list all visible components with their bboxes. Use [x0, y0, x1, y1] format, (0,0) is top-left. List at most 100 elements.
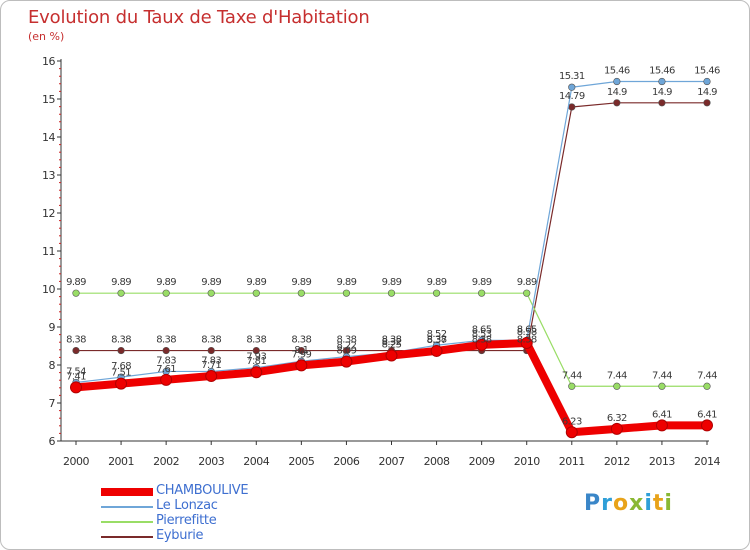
data-label: 8.38 [427, 335, 447, 346]
legend-swatch [101, 536, 153, 538]
data-label: 8.09 [336, 346, 356, 357]
logo-letter: r [601, 491, 613, 516]
x-tick-label: 2012 [604, 455, 630, 468]
data-point [658, 382, 666, 390]
data-point [162, 346, 170, 355]
data-label: 14.79 [559, 91, 585, 102]
x-tick-label: 2004 [243, 455, 269, 468]
data-label: 15.46 [604, 66, 630, 77]
data-label: 8.58 [517, 327, 537, 338]
data-label: 6.23 [562, 416, 582, 427]
data-label: 7.83 [156, 355, 176, 366]
data-label: 7.44 [562, 370, 582, 381]
data-point [568, 103, 576, 111]
x-tick-label: 2002 [153, 455, 179, 468]
legend-label: Eyburie [156, 528, 204, 543]
data-label: 7.93 [246, 352, 266, 363]
data-label: 8.25 [382, 340, 402, 351]
data-point [252, 346, 260, 355]
data-label: 7.99 [291, 349, 311, 360]
data-label: 8.32 [382, 337, 402, 348]
data-point [658, 77, 666, 86]
data-point [72, 289, 80, 297]
data-point [297, 289, 305, 297]
data-point [342, 289, 351, 297]
data-label: 8.38 [246, 335, 266, 346]
data-label: 14.9 [652, 87, 672, 98]
logo-letter: P [584, 491, 602, 516]
x-tick-label: 2000 [63, 455, 89, 468]
logo-letter: x [629, 491, 645, 516]
data-label: 9.89 [336, 277, 356, 288]
data-point [703, 77, 711, 86]
data-label: 8.38 [472, 335, 492, 346]
y-tick-label: 6 [49, 435, 56, 448]
x-tick-label: 2005 [288, 455, 314, 468]
legend-swatch [101, 488, 153, 496]
y-tick-label: 10 [42, 283, 55, 296]
data-point [72, 346, 80, 355]
y-tick-label: 14 [42, 131, 55, 144]
data-point [613, 382, 621, 390]
series-line [75, 102, 708, 352]
data-label: 9.89 [156, 277, 176, 288]
data-point [430, 344, 443, 357]
legend-label: Pierrefitte [156, 513, 217, 528]
data-point [207, 289, 215, 297]
unit-label: (en %) [28, 30, 65, 43]
data-label: 15.46 [649, 66, 675, 77]
data-point [565, 426, 578, 439]
data-point [523, 289, 531, 297]
x-tick-label: 2006 [333, 455, 359, 468]
data-label: 7.68 [111, 361, 131, 372]
y-tick-label: 13 [42, 169, 55, 182]
data-label: 8.65 [472, 324, 492, 335]
data-label: 7.81 [246, 356, 266, 367]
legend-swatch [101, 521, 153, 523]
data-point [655, 419, 668, 432]
data-label: 8.53 [472, 329, 492, 340]
data-point [205, 370, 218, 383]
data-label: 14.9 [607, 87, 627, 98]
x-tick-label: 2013 [649, 455, 675, 468]
data-label: 9.89 [472, 277, 492, 288]
data-label: 9.89 [291, 277, 311, 288]
data-label: 9.89 [111, 277, 131, 288]
data-point [117, 346, 125, 355]
y-tick-label: 9 [49, 321, 56, 334]
x-tick-label: 2007 [379, 455, 405, 468]
data-point [613, 99, 621, 107]
data-point [297, 346, 305, 355]
y-tick-label: 12 [42, 207, 55, 220]
data-label: 9.89 [201, 277, 221, 288]
y-tick-label: 16 [42, 55, 55, 68]
data-label: 8.38 [111, 335, 131, 346]
data-label: 15.31 [559, 71, 585, 82]
x-tick-label: 2011 [559, 455, 585, 468]
data-label: 9.89 [246, 277, 266, 288]
data-point [701, 419, 713, 432]
data-label: 8.65 [517, 324, 537, 335]
data-label: 7.61 [156, 364, 176, 375]
axes: 6 7 8 9 10 11 12 13 14 15 16 2000 2001 2002 2003 2004 20… [42, 55, 721, 468]
data-point [658, 99, 666, 107]
data-label: 8.38 [517, 335, 537, 346]
data-point [610, 422, 623, 435]
logo-letter: o [612, 491, 630, 516]
data-point [252, 289, 260, 297]
legend-swatch [101, 506, 153, 508]
logo-letter: i [644, 491, 653, 516]
data-label: 7.71 [201, 360, 221, 371]
data-label: 6.41 [652, 409, 672, 420]
data-label: 8.38 [291, 335, 311, 346]
data-point [432, 289, 441, 297]
data-label: 7.83 [201, 355, 221, 366]
data-label: 8.22 [336, 341, 356, 352]
data-label: 8.38 [66, 335, 86, 346]
data-point [387, 289, 396, 297]
data-point [613, 77, 621, 86]
data-point [250, 366, 263, 379]
data-label: 8.38 [336, 335, 356, 346]
data-point [568, 382, 576, 390]
